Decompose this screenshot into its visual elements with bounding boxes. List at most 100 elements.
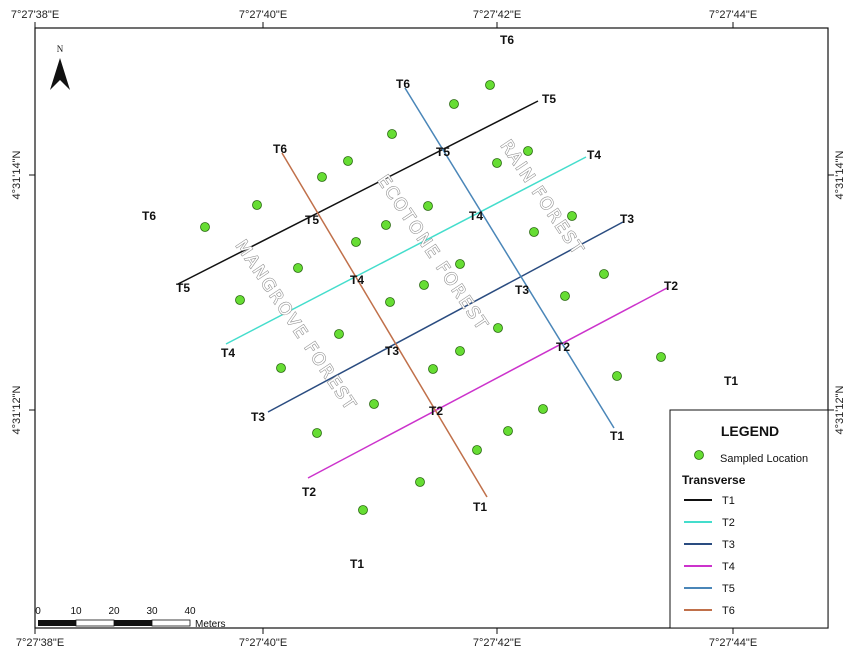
legend-box xyxy=(669,409,829,629)
label-t1-right: T1 xyxy=(724,374,738,388)
label-t1-t6end: T1 xyxy=(473,500,487,514)
label-t3-start: T3 xyxy=(251,410,265,424)
legend-point-icon xyxy=(694,450,704,460)
sampled-location xyxy=(312,428,322,438)
scale-tick-20: 20 xyxy=(108,606,120,617)
coord-right-2: 4°31'12"N xyxy=(834,385,846,434)
label-t4-mid: T4 xyxy=(469,209,483,223)
scale-tick-30: 30 xyxy=(146,606,158,617)
sampled-location xyxy=(485,80,495,90)
coord-bottom-1: 7°27'38"E xyxy=(16,637,64,649)
sampled-location xyxy=(492,158,502,168)
coord-left-1: 4°31'14"N xyxy=(11,150,23,199)
sampled-location xyxy=(200,222,210,232)
sampled-location xyxy=(538,404,548,414)
legend-label-t4: T4 xyxy=(722,561,735,573)
sampled-location xyxy=(455,346,465,356)
label-t5-start: T5 xyxy=(176,281,190,295)
sampled-location xyxy=(358,505,368,515)
scale-tick-0: 0 xyxy=(35,606,41,617)
sampled-location xyxy=(369,399,379,409)
label-t2-start: T2 xyxy=(302,485,316,499)
legend-transverse-title: Transverse xyxy=(682,473,746,487)
label-t6-t5start: T6 xyxy=(396,77,410,91)
transect-labels: T6 T6 T5 T6 T5 T4 T6 T4 T5 T3 T4 T5 T3 T… xyxy=(142,33,738,571)
label-t1-bottom: T1 xyxy=(350,557,364,571)
transect-line-t4 xyxy=(307,287,668,479)
label-t3-left: T3 xyxy=(385,344,399,358)
sampled-location xyxy=(334,329,344,339)
coord-bottom-4: 7°27'44"E xyxy=(709,637,757,649)
sampled-location xyxy=(449,99,459,109)
label-t4-left: T4 xyxy=(350,273,364,287)
sampled-location xyxy=(387,129,397,139)
north-arrow-label: N xyxy=(57,44,64,54)
legend-items: T1 T2 T3 T4 T5 T6 xyxy=(684,495,735,617)
legend-label-t1: T1 xyxy=(722,495,735,507)
sampled-location xyxy=(423,201,433,211)
label-t2-end: T2 xyxy=(664,279,678,293)
sampled-location xyxy=(381,220,391,230)
sampled-location xyxy=(493,323,503,333)
scale-unit: Meters xyxy=(195,619,226,630)
label-t4-start: T4 xyxy=(221,346,235,360)
sampled-location xyxy=(567,211,577,221)
sampled-location xyxy=(343,156,353,166)
sampled-location xyxy=(560,291,570,301)
frame-ticks xyxy=(29,22,834,634)
sampled-location xyxy=(656,352,666,362)
sampled-location xyxy=(276,363,286,373)
label-t1-t5end: T1 xyxy=(610,429,624,443)
legend-label-t5: T5 xyxy=(722,583,735,595)
transect-line-t3 xyxy=(267,221,624,413)
sampled-location xyxy=(523,146,533,156)
scale-tick-40: 40 xyxy=(184,606,196,617)
label-t4-end: T4 xyxy=(587,148,601,162)
sampled-location xyxy=(351,237,361,247)
legend-label-t2: T2 xyxy=(722,517,735,529)
transect-line-t2 xyxy=(225,156,587,345)
sampled-location xyxy=(612,371,622,381)
label-t5-end: T5 xyxy=(542,92,556,106)
transect-line-t6 xyxy=(281,152,488,498)
coord-top-4: 7°27'44"E xyxy=(709,9,757,21)
legend: LEGEND Sampled Location Transverse T1T2T… xyxy=(669,409,829,629)
transect-line-t1 xyxy=(177,100,539,285)
sampled-location xyxy=(293,263,303,273)
coord-top-2: 7°27'40"E xyxy=(239,9,287,21)
sampled-locations xyxy=(200,80,666,515)
sampled-location xyxy=(529,227,539,237)
label-t3-end: T3 xyxy=(620,212,634,226)
coord-top-1: 7°27'38"E xyxy=(11,9,59,21)
legend-label-t3: T3 xyxy=(722,539,735,551)
coord-bottom-2: 7°27'40"E xyxy=(239,637,287,649)
scale-tick-10: 10 xyxy=(70,606,82,617)
sampled-location xyxy=(419,280,429,290)
sampled-location xyxy=(503,426,513,436)
transect-lines xyxy=(177,87,668,498)
sampled-location xyxy=(472,445,482,455)
sampled-location xyxy=(235,295,245,305)
north-arrow-icon: N xyxy=(50,44,70,90)
sampled-location xyxy=(599,269,609,279)
sampled-location xyxy=(252,200,262,210)
label-t2-mid: T2 xyxy=(556,340,570,354)
sampled-location xyxy=(317,172,327,182)
coord-right-1: 4°31'14"N xyxy=(834,150,846,199)
scale-bar: 0 10 20 30 40 Meters xyxy=(35,606,225,630)
coord-top-3: 7°27'42"E xyxy=(473,9,521,21)
legend-label-t6: T6 xyxy=(722,605,735,617)
legend-title: LEGEND xyxy=(721,423,779,439)
label-t3-mid: T3 xyxy=(515,283,529,297)
legend-point-label: Sampled Location xyxy=(720,453,808,465)
label-t5-mid: T5 xyxy=(436,145,450,159)
sampled-location xyxy=(428,364,438,374)
sampled-location xyxy=(455,259,465,269)
sampled-location xyxy=(385,297,395,307)
label-t6-t6start: T6 xyxy=(273,142,287,156)
label-t5-left: T5 xyxy=(305,213,319,227)
coord-left-2: 4°31'12"N xyxy=(11,385,23,434)
sampled-location xyxy=(415,477,425,487)
transect-line-t5 xyxy=(404,87,615,429)
